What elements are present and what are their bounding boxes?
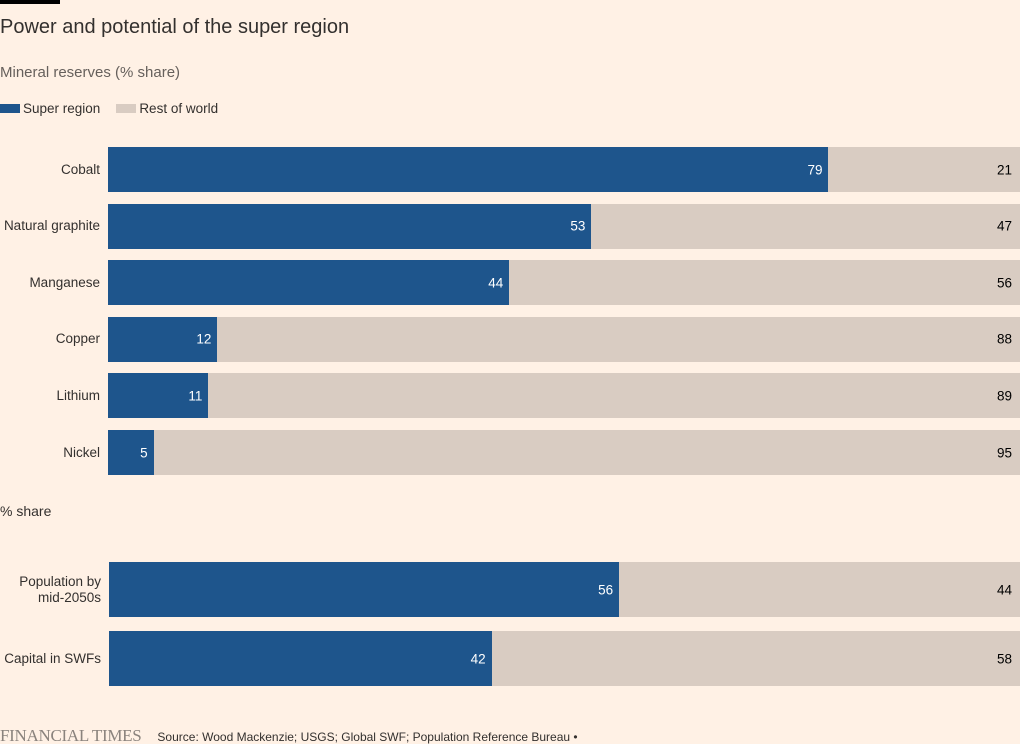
legend-swatch-rest: [116, 104, 137, 113]
value-label-super: 44: [488, 275, 504, 291]
category-label: Capital in SWFs: [4, 650, 101, 666]
value-label-super: 53: [570, 218, 586, 234]
value-label-rest: 95: [996, 445, 1012, 460]
bar-super-region: [108, 373, 209, 419]
value-label-rest: 44: [996, 582, 1012, 597]
bar-rest-of-world: [591, 203, 1020, 249]
bar-rest-of-world: [491, 631, 1020, 686]
bar-row: 44 56 Manganese: [29, 260, 1020, 306]
footer: FINANCIAL TIMES Source: Wood Mackenzie; …: [0, 726, 578, 744]
bar-rest-of-world: [153, 430, 1020, 475]
bar-rest-of-world: [217, 316, 1020, 362]
source-note: Source: Wood Mackenzie; USGS; Global SWF…: [157, 730, 578, 744]
value-label-super: 12: [196, 331, 212, 347]
value-label-rest: 56: [996, 275, 1012, 291]
bar-rest-of-world: [828, 147, 1020, 192]
category-label: Natural graphite: [3, 218, 100, 234]
bar-row: 56 44 Population by mid-2050s: [19, 562, 1020, 617]
value-label-rest: 89: [996, 388, 1012, 404]
ft-logo: FINANCIAL TIMES: [0, 726, 142, 744]
bar-row: 11 89 Lithium: [56, 373, 1020, 419]
value-label-rest: 58: [996, 651, 1012, 666]
bar-row: 12 88 Copper: [56, 316, 1020, 362]
bar-super-region: [109, 562, 620, 617]
category-label: Manganese: [29, 274, 100, 290]
bar-super-region: [108, 430, 154, 475]
chart2-subtitle: % share: [0, 503, 52, 519]
value-label-super: 56: [598, 582, 614, 597]
legend: Super region Rest of world: [0, 101, 234, 116]
legend-label-rest: Rest of world: [139, 101, 219, 116]
chart1-subtitle: Mineral reserves (% share): [0, 64, 181, 81]
category-label: Cobalt: [60, 161, 100, 177]
value-label-rest: 88: [996, 331, 1012, 347]
category-label: Population by mid-2050s: [19, 573, 101, 605]
category-label: Nickel: [63, 444, 100, 460]
bar-row: 79 21 Cobalt: [61, 147, 1020, 192]
legend-swatch-super: [0, 104, 20, 113]
value-label-super: 42: [470, 651, 486, 666]
value-label-super: 5: [140, 445, 148, 460]
value-label-rest: 21: [996, 162, 1012, 177]
bar-super-region: [108, 316, 218, 362]
chart-title: Power and potential of the super region: [0, 16, 350, 38]
value-label-rest: 47: [996, 218, 1012, 234]
value-label-super: 11: [188, 388, 203, 404]
bar-row: 42 58 Capital in SWFs: [4, 631, 1020, 686]
bar-rest-of-world: [509, 260, 1020, 306]
legend-label-super: Super region: [23, 101, 101, 116]
bar-rest-of-world: [208, 373, 1020, 419]
bar-row: 53 47 Natural graphite: [4, 203, 1020, 249]
bar-super-region: [109, 631, 492, 686]
bar-super-region: [108, 147, 829, 192]
value-label-super: 79: [807, 162, 823, 177]
category-label: Lithium: [56, 387, 100, 403]
category-label: Copper: [55, 331, 100, 347]
bar-row: 5 95 Nickel: [63, 430, 1020, 475]
ft-top-bar: [0, 0, 60, 4]
bar-super-region: [108, 260, 510, 306]
bar-rest-of-world: [619, 562, 1020, 617]
bar-super-region: [108, 203, 592, 249]
